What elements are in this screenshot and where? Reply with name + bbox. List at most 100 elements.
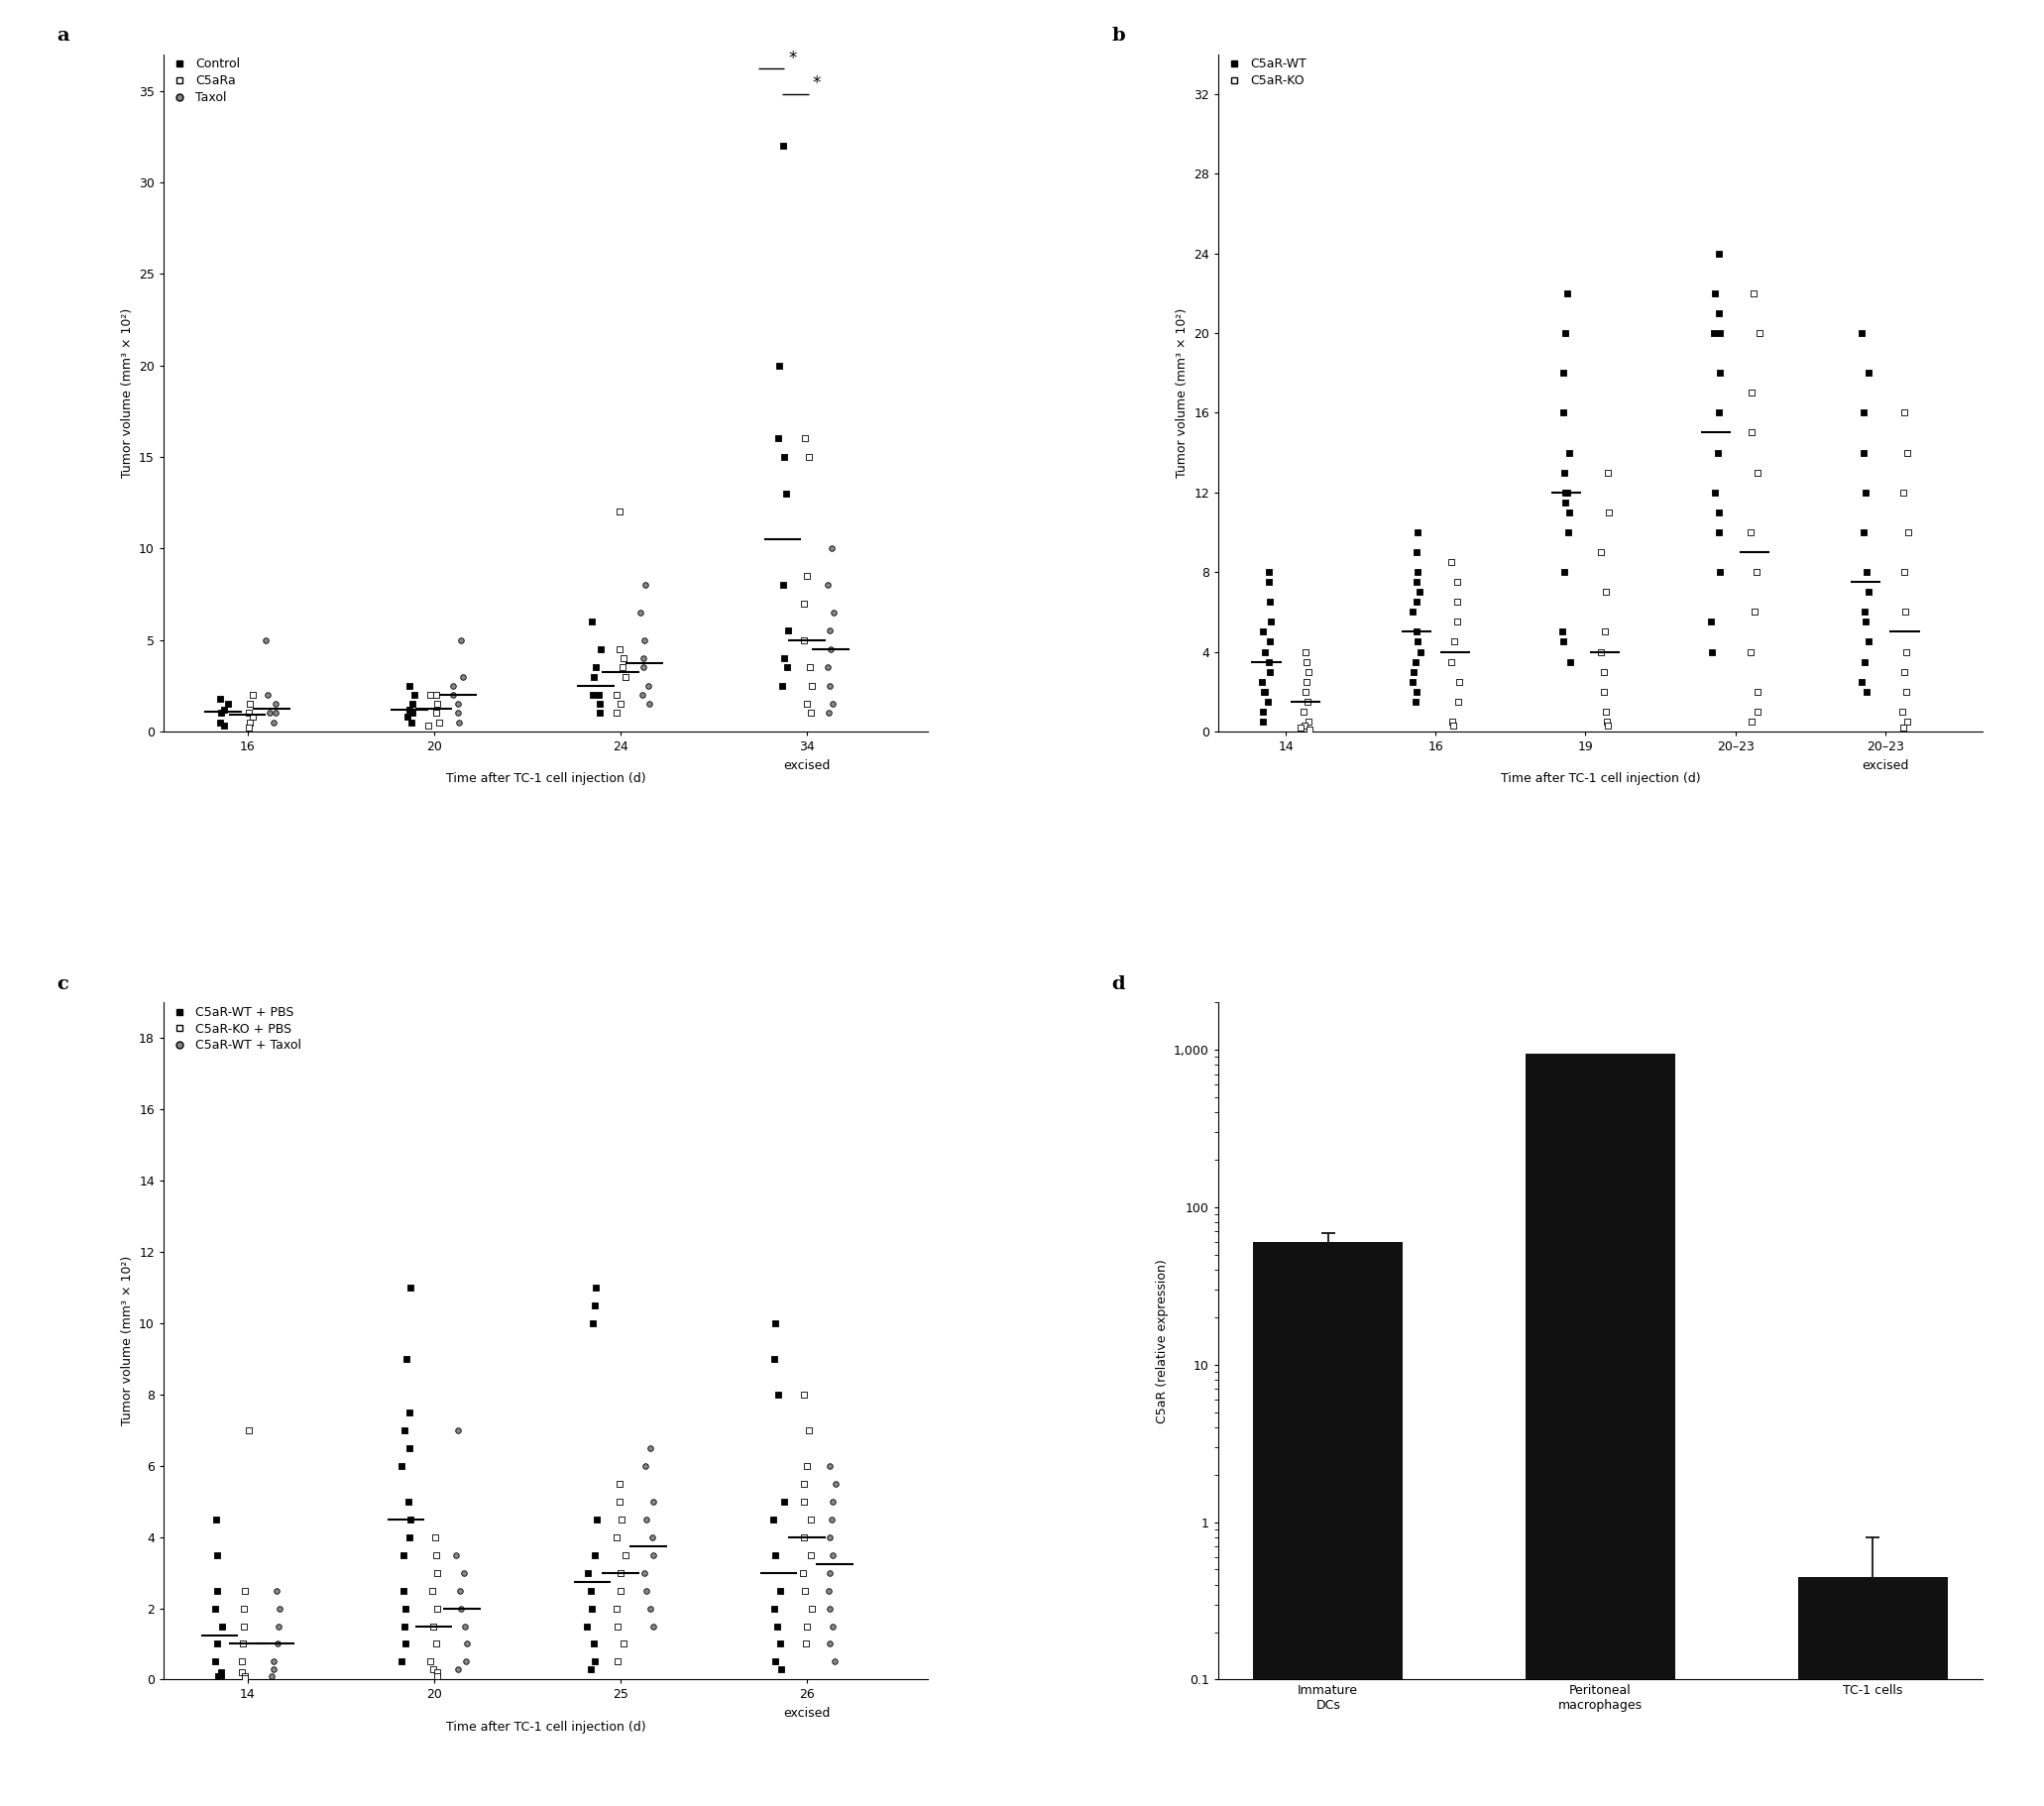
- Legend: C5aR-WT + PBS, C5aR-KO + PBS, C5aR-WT + Taxol: C5aR-WT + PBS, C5aR-KO + PBS, C5aR-WT + …: [168, 1006, 303, 1053]
- Point: [795, 1541, 828, 1569]
- Point: [421, 1662, 454, 1690]
- Legend: Control, C5aRa, Taxol: Control, C5aRa, Taxol: [168, 58, 241, 105]
- Point: [388, 1541, 421, 1569]
- Point: [816, 690, 848, 719]
- Point: [578, 1541, 611, 1569]
- Point: [233, 690, 266, 719]
- Point: [789, 424, 822, 453]
- Point: [766, 132, 799, 161]
- Point: [1284, 713, 1316, 742]
- Point: [413, 712, 446, 740]
- Point: [1402, 518, 1435, 547]
- Point: [423, 708, 456, 737]
- Point: [574, 1654, 607, 1683]
- Point: [814, 1595, 846, 1624]
- Point: [791, 1611, 824, 1640]
- Point: [1437, 712, 1470, 740]
- Point: [249, 625, 282, 654]
- Point: [607, 643, 640, 672]
- Point: [814, 672, 846, 701]
- Point: [1889, 677, 1921, 706]
- Point: [1703, 518, 1735, 547]
- Point: [264, 1595, 296, 1624]
- Point: [599, 1522, 632, 1551]
- Point: [601, 681, 634, 710]
- Point: [605, 1504, 638, 1533]
- Point: [1735, 518, 1768, 547]
- Point: [258, 708, 290, 737]
- Point: [198, 1647, 231, 1676]
- Point: [603, 1577, 636, 1606]
- Point: [632, 672, 664, 701]
- Point: [762, 424, 795, 453]
- Point: [1290, 647, 1322, 675]
- Point: [419, 699, 452, 728]
- Point: [1253, 567, 1286, 596]
- Point: [585, 634, 617, 663]
- Point: [628, 1559, 660, 1587]
- Point: [392, 672, 425, 701]
- Point: [787, 1468, 820, 1497]
- Point: [1741, 459, 1774, 488]
- Point: [200, 1629, 233, 1658]
- Point: [758, 1541, 791, 1569]
- Point: [1848, 399, 1880, 428]
- Point: [580, 1504, 613, 1533]
- Point: [1547, 627, 1580, 656]
- Point: [758, 1595, 791, 1624]
- Point: [572, 1559, 605, 1587]
- Point: [386, 1577, 419, 1606]
- Point: [793, 654, 826, 683]
- Point: [818, 1647, 850, 1676]
- Point: [1400, 677, 1433, 706]
- Point: [764, 1577, 797, 1606]
- Bar: [1253, 1243, 1402, 1806]
- Point: [1694, 607, 1727, 636]
- Point: [442, 699, 474, 728]
- Point: [1590, 578, 1623, 607]
- Point: [764, 1654, 797, 1683]
- Point: [392, 695, 425, 724]
- Point: [816, 1504, 848, 1533]
- Point: [262, 1611, 294, 1640]
- Point: [791, 690, 824, 719]
- Point: [603, 634, 636, 663]
- Point: [421, 1559, 454, 1587]
- Point: [795, 1595, 828, 1624]
- Y-axis label: Tumor volume (mm³ × 10²): Tumor volume (mm³ × 10²): [121, 309, 133, 477]
- Point: [1703, 318, 1735, 347]
- Point: [1703, 498, 1735, 527]
- Point: [1441, 587, 1474, 616]
- Point: [576, 663, 609, 692]
- Point: [1733, 638, 1766, 666]
- Point: [392, 1522, 425, 1551]
- Point: [760, 1611, 793, 1640]
- Point: [1705, 358, 1737, 386]
- Point: [583, 681, 615, 710]
- Point: [814, 1559, 846, 1587]
- Point: [1290, 638, 1322, 666]
- Point: [601, 1647, 634, 1676]
- Point: [787, 1380, 820, 1409]
- Point: [1703, 558, 1735, 587]
- Point: [811, 699, 844, 728]
- Point: [202, 1662, 235, 1690]
- Point: [578, 1273, 611, 1302]
- Point: [1435, 647, 1468, 675]
- Point: [1735, 419, 1768, 448]
- Point: [1887, 697, 1919, 726]
- Point: [1889, 399, 1921, 428]
- Point: [262, 1629, 294, 1658]
- Point: [233, 1416, 266, 1445]
- Point: [448, 1611, 480, 1640]
- Point: [818, 1611, 850, 1640]
- Y-axis label: C5aR (relative expression): C5aR (relative expression): [1155, 1259, 1169, 1423]
- Point: [634, 1434, 666, 1463]
- Point: [229, 1611, 262, 1640]
- Point: [204, 699, 237, 728]
- Point: [421, 690, 454, 719]
- Point: [233, 713, 266, 742]
- Point: [229, 1577, 262, 1606]
- Point: [795, 672, 828, 701]
- Point: [256, 1662, 288, 1690]
